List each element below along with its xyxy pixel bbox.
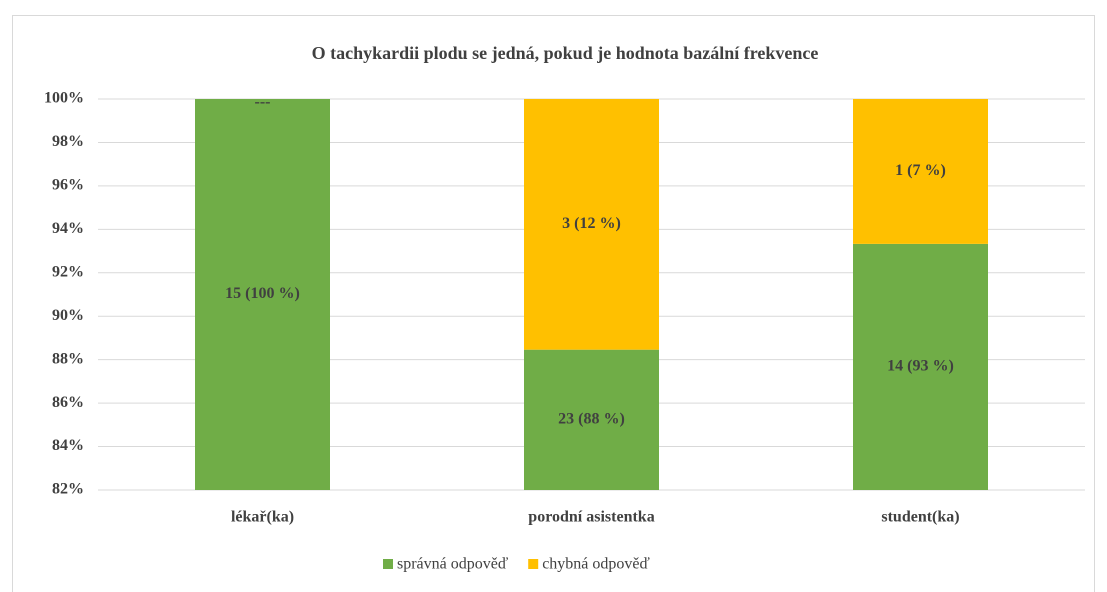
data-label: 15 (100 %) bbox=[225, 285, 300, 302]
bar-segment bbox=[853, 99, 988, 244]
y-tick-label: 92% bbox=[52, 263, 84, 280]
x-tick-label: student(ka) bbox=[881, 509, 959, 526]
y-tick-label: 84% bbox=[52, 437, 84, 454]
legend-swatch bbox=[383, 559, 393, 569]
bar-segment bbox=[853, 243, 988, 490]
y-tick-label: 82% bbox=[52, 481, 84, 498]
legend-label: správná odpověď bbox=[397, 556, 509, 573]
y-tick-label: 100% bbox=[44, 90, 84, 107]
data-label: 1 (7 %) bbox=[895, 162, 946, 179]
y-tick-label: 94% bbox=[52, 220, 84, 237]
y-tick-label: 96% bbox=[52, 177, 84, 194]
x-tick-label: lékař(ka) bbox=[231, 509, 294, 526]
y-tick-label: 86% bbox=[52, 394, 84, 411]
data-label: 23 (88 %) bbox=[558, 411, 625, 428]
chart-title: O tachykardii plodu se jedná, pokud je h… bbox=[312, 43, 819, 63]
data-label: 3 (12 %) bbox=[562, 215, 621, 232]
legend-swatch bbox=[528, 559, 539, 569]
bar-segment bbox=[524, 349, 659, 490]
y-tick-label: 90% bbox=[52, 307, 84, 324]
data-label: 14 (93 %) bbox=[887, 358, 954, 375]
y-tick-label: 88% bbox=[52, 350, 84, 367]
y-tick-label: 98% bbox=[52, 133, 84, 150]
data-label: --- bbox=[255, 94, 271, 111]
legend-label: chybná odpověď bbox=[542, 556, 650, 573]
x-tick-label: porodní asistentka bbox=[528, 509, 654, 526]
bar-segment bbox=[195, 99, 330, 490]
bar-segment bbox=[524, 99, 659, 350]
